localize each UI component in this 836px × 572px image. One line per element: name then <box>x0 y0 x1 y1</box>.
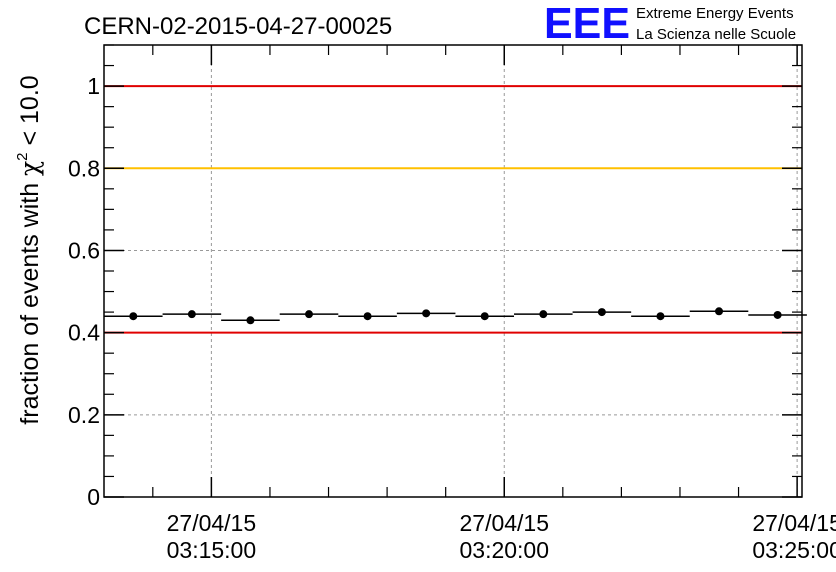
data-point <box>597 308 606 317</box>
y-tick-label: 0.8 <box>68 155 100 181</box>
y-axis-label-sup: 2 <box>14 152 31 160</box>
data-point <box>480 312 489 321</box>
data-layer <box>104 307 807 325</box>
data-point <box>539 310 548 319</box>
x-tick-label-time: 03:25:00 <box>752 537 836 563</box>
grid-layer <box>104 45 802 497</box>
x-tick-label-date: 27/04/15 <box>752 510 836 536</box>
y-axis-label-prefix: fraction of events with <box>16 176 44 425</box>
data-point <box>129 312 138 321</box>
tick-labels: 00.20.40.60.8127/04/1503:15:0027/04/1503… <box>68 73 836 563</box>
data-point <box>422 309 431 318</box>
data-point <box>656 312 665 321</box>
y-tick-label: 0 <box>87 484 100 510</box>
eee-logo: EEE Extreme Energy Events La Scienza nel… <box>544 0 796 48</box>
tick-layer <box>104 44 802 498</box>
data-point <box>305 310 314 319</box>
logo-line-1: Extreme Energy Events <box>636 5 794 22</box>
y-tick-label: 0.4 <box>68 320 100 346</box>
x-tick-label-date: 27/04/15 <box>167 510 257 536</box>
y-tick-label: 0.2 <box>68 402 100 428</box>
data-point <box>246 316 255 325</box>
logo-mark: EEE <box>544 0 630 48</box>
chart-title: CERN-02-2015-04-27-00025 <box>84 13 392 40</box>
y-tick-label: 1 <box>87 73 100 99</box>
y-axis-label-suffix: < 10.0 <box>16 75 44 152</box>
x-tick-label-time: 03:20:00 <box>459 537 549 563</box>
data-point <box>715 307 724 316</box>
data-point <box>363 312 372 321</box>
plot-frame <box>103 44 803 498</box>
logo-line-2: La Scienza nelle Scuole <box>636 26 796 43</box>
reference-lines <box>104 85 802 334</box>
y-tick-label: 0.6 <box>68 237 100 263</box>
y-axis-label: fraction of events with χ2 < 10.0 <box>14 75 44 424</box>
x-tick-label-time: 03:15:00 <box>167 537 257 563</box>
data-point <box>773 310 782 319</box>
x-tick-label-date: 27/04/15 <box>459 510 549 536</box>
data-point <box>187 310 196 319</box>
y-axis-label-chi: χ <box>15 161 44 176</box>
